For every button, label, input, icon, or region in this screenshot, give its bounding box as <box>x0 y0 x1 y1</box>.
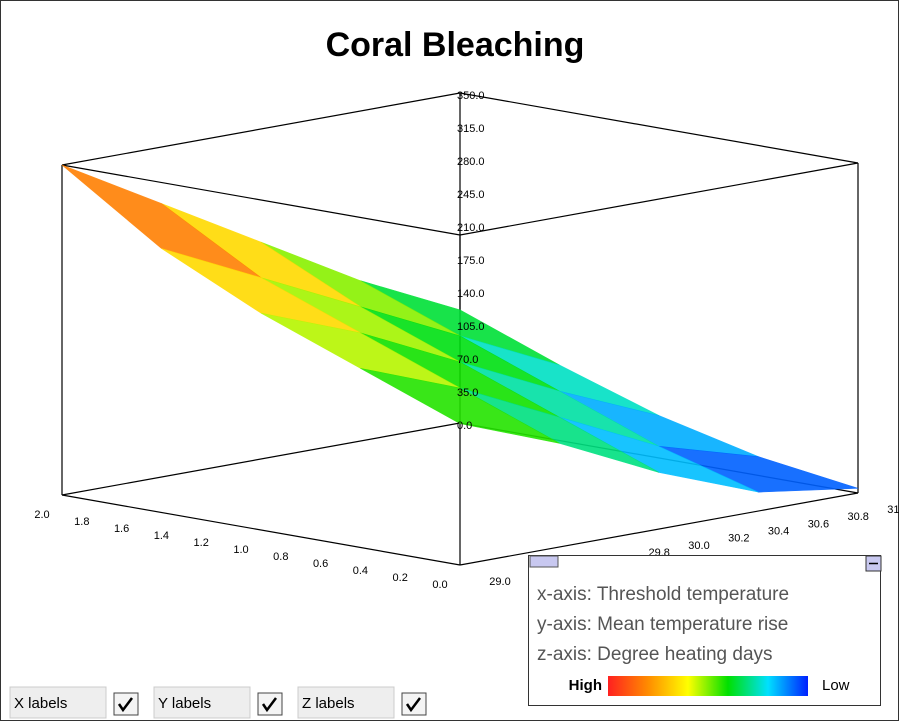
z-tick-label: 0.0 <box>457 420 472 432</box>
z-tick-label: 105.0 <box>457 321 485 333</box>
box-edge <box>61 92 461 166</box>
control-label-box <box>297 686 395 719</box>
box-edge <box>61 422 461 496</box>
y-tick-label: 0.2 <box>393 572 408 584</box>
z-tick-label: 350.0 <box>457 90 485 102</box>
checkmark <box>117 697 133 713</box>
box-edge <box>61 494 461 566</box>
box-edge <box>459 162 859 236</box>
colorbar-high: High <box>569 677 602 694</box>
y-tick-label: 1.8 <box>74 516 89 528</box>
legend: x-axis: Threshold temperature y-axis: Mea… <box>528 555 882 706</box>
y-tick-label: 1.6 <box>114 523 129 535</box>
x-tick-label: 30.4 <box>768 526 789 538</box>
y-tick-label: 1.4 <box>154 530 169 542</box>
z-tick-label: 140.0 <box>457 288 485 300</box>
axis-legend-text: y-axis: Mean temperature rise <box>537 614 788 635</box>
x-tick-label: 30.8 <box>847 511 868 523</box>
surface <box>61 164 859 493</box>
checkmark <box>261 697 277 713</box>
control-label: Z labels <box>302 695 355 712</box>
y-tick-label: 2.0 <box>34 509 49 521</box>
controls: X labels Y labels Z labels <box>9 686 427 719</box>
x-tick-label: 30.6 <box>808 518 829 530</box>
z-tick-label: 280.0 <box>457 156 485 168</box>
legend-handle[interactable] <box>529 555 559 568</box>
control-label: X labels <box>14 695 67 712</box>
z-tick-label: 35.0 <box>457 387 478 399</box>
box-edge <box>459 492 859 566</box>
z-tick-label: 315.0 <box>457 123 485 135</box>
x-tick-label: 30.0 <box>688 540 709 552</box>
chart-title: Coral Bleaching <box>326 26 585 64</box>
y-tick-label: 0.6 <box>313 558 328 570</box>
y-tick-label: 0.4 <box>353 565 368 577</box>
box-edge <box>61 164 461 236</box>
colorbar-low: Low <box>822 677 850 694</box>
x-tick-label: 31.0 <box>887 504 899 516</box>
y-tick-label: 0.8 <box>273 551 288 563</box>
z-tick-label: 175.0 <box>457 255 485 267</box>
axis-legend-text: x-axis: Threshold temperature <box>537 584 789 605</box>
x-tick-label: 30.2 <box>728 533 749 545</box>
axis-legend-text: z-axis: Degree heating days <box>537 644 773 665</box>
box-edge <box>459 92 859 164</box>
control-label-box <box>153 686 251 719</box>
control-label-box <box>9 686 107 719</box>
y-tick-label: 0.0 <box>432 579 447 591</box>
control-label: Y labels <box>158 695 211 712</box>
y-tick-label: 1.0 <box>233 544 248 556</box>
surface-cell <box>360 368 560 444</box>
z-tick-label: 210.0 <box>457 222 485 234</box>
colorbar <box>608 676 808 696</box>
y-tick-label: 1.2 <box>194 537 209 549</box>
z-tick-label: 70.0 <box>457 354 478 366</box>
z-tick-label: 245.0 <box>457 189 485 201</box>
checkmark <box>405 697 421 713</box>
x-tick-label: 29.0 <box>489 576 510 588</box>
